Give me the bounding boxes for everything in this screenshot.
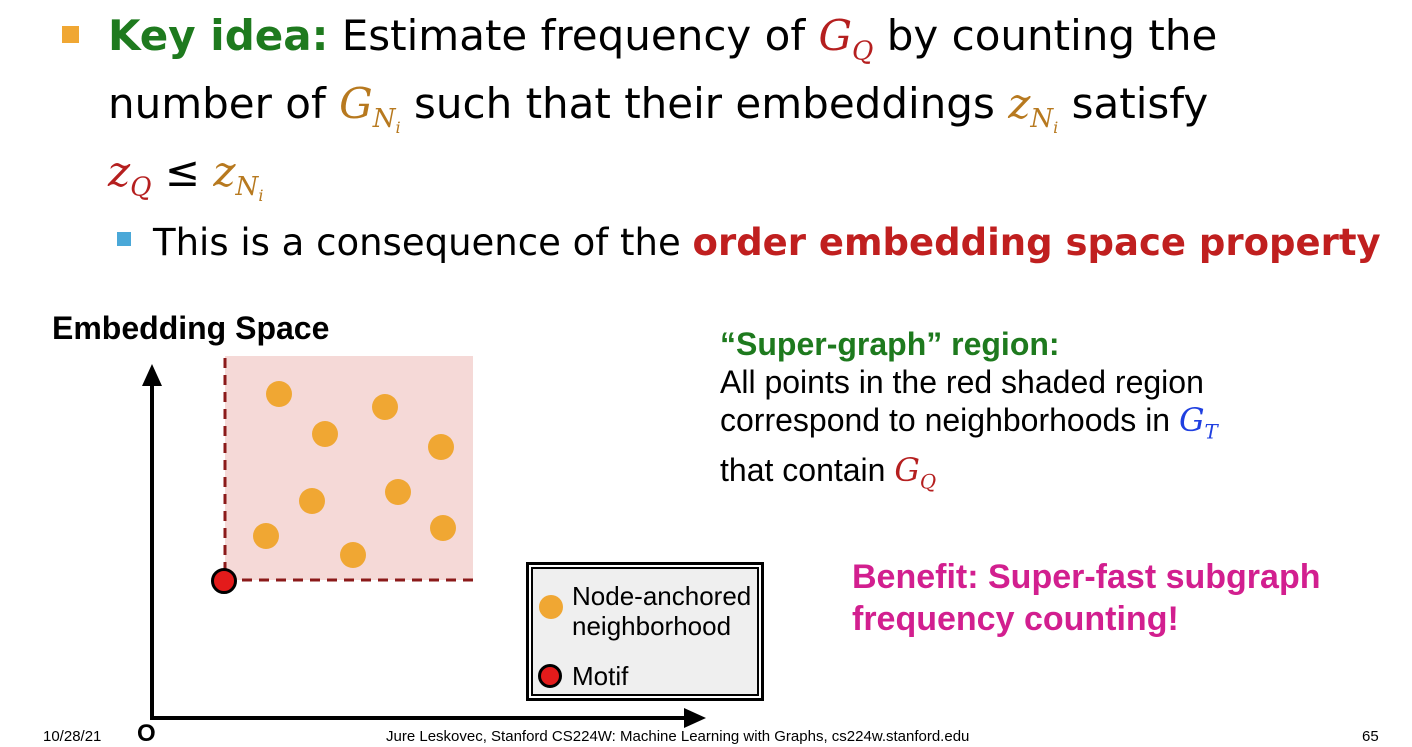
bullet1-line3: zQ ≤ zNi: [108, 144, 264, 225]
benefit-text: Benefit: Super-fast subgraph frequency c…: [852, 558, 1321, 638]
legend-motif-dot: [538, 664, 562, 688]
legend-box: Node-anchored neighborhood Motif: [526, 562, 764, 701]
gt-symbol: GT: [1178, 401, 1218, 444]
footer-date: 10/28/21: [43, 728, 102, 745]
bullet1-line2: number of GNi such that their embeddings…: [108, 79, 1209, 138]
motif-dot: [211, 568, 237, 594]
neighborhood-dot: [428, 434, 454, 460]
key-idea-label: Key idea:: [108, 11, 329, 60]
footer-page-number: 65: [1362, 728, 1379, 745]
neighborhood-dot: [266, 381, 292, 407]
neighborhood-dot: [372, 394, 398, 420]
super-graph-description: “Super-graph” region: All points in the …: [720, 326, 1218, 494]
leq-symbol: ≤: [164, 147, 201, 196]
legend-neighborhood-dot: [539, 595, 563, 619]
footer-credit: Jure Leskovec, Stanford CS224W: Machine …: [386, 728, 970, 745]
gni-symbol: GNi: [339, 79, 401, 138]
origin-label: O: [137, 720, 156, 747]
zni2-symbol: zNi: [213, 147, 264, 206]
order-embedding-highlight: order embedding space property: [692, 221, 1381, 264]
gq-symbol: GQ: [818, 11, 874, 67]
embedding-space-title: Embedding Space: [52, 310, 330, 346]
sub-bullet-square-icon: [117, 232, 131, 246]
super-graph-title: “Super-graph” region:: [720, 326, 1060, 362]
legend-neighborhood-label: Node-anchored neighborhood: [572, 581, 752, 641]
zni-symbol: zNi: [1008, 79, 1059, 138]
bullet-square-icon: [62, 26, 79, 43]
neighborhood-dot: [430, 515, 456, 541]
legend-motif-label: Motif: [572, 661, 629, 691]
y-axis-arrow-icon: [142, 364, 162, 386]
x-axis-arrow-icon: [684, 708, 706, 728]
neighborhood-dot: [340, 542, 366, 568]
bullet1-line1: Key idea: Estimate frequency of GQ by co…: [108, 11, 1218, 67]
bullet2-line: This is a consequence of the order embed…: [153, 221, 1381, 264]
neighborhood-dot: [253, 523, 279, 549]
neighborhood-dot: [312, 421, 338, 447]
zq-symbol: zQ: [108, 147, 152, 203]
gq-symbol-right: GQ: [894, 451, 937, 494]
neighborhood-dot: [299, 488, 325, 514]
neighborhood-dot: [385, 479, 411, 505]
